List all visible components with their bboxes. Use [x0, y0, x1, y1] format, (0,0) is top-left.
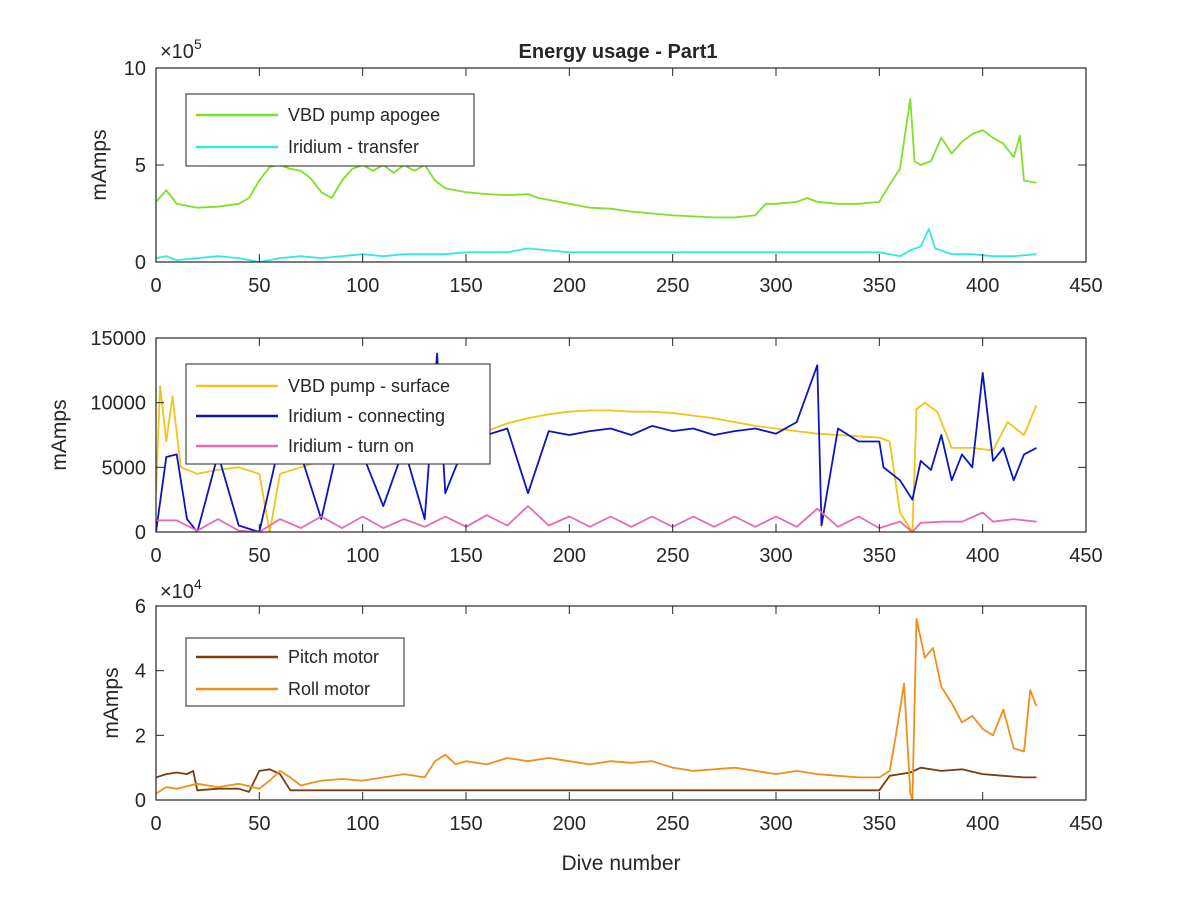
x-tick-label: 400	[966, 813, 999, 835]
x-tick-label: 100	[346, 545, 379, 567]
y-tick-label: 0	[135, 522, 146, 544]
x-tick-label: 200	[553, 813, 586, 835]
legend-entry: Iridium - turn on	[288, 436, 414, 456]
series-group	[156, 98, 1037, 262]
x-tick-label: 200	[553, 545, 586, 567]
x-tick-label: 250	[656, 813, 689, 835]
legend: Pitch motor Roll motor	[185, 637, 405, 707]
x-tick-label: 350	[863, 813, 896, 835]
x-tick-label: 50	[248, 545, 270, 567]
x-tick-label: 50	[248, 813, 270, 835]
y-axis-exponent: ×104	[160, 576, 202, 603]
x-tick-label: 350	[863, 545, 896, 567]
y-axis-label: mAmps	[48, 399, 71, 470]
subplot-2: 0 50 100 150 200 250 300 350 400 450 0 5000 10000 150…	[48, 328, 1103, 567]
series-line-1	[156, 385, 1038, 532]
series-group	[156, 618, 1038, 800]
y-tick-label: 5000	[102, 457, 147, 479]
x-tick-label: 250	[656, 545, 689, 567]
legend-entry: Roll motor	[288, 679, 370, 699]
y-tick-label: 2	[135, 725, 146, 747]
x-tick-label: 150	[449, 275, 482, 297]
y-tick-label: 0	[135, 252, 146, 274]
y-tick-label: 5	[135, 155, 146, 177]
x-tick-label: 250	[656, 275, 689, 297]
x-tick-label: 300	[759, 813, 792, 835]
axes-frame	[155, 605, 1087, 801]
series-line-3	[156, 505, 1037, 532]
series-line-2	[156, 618, 1038, 800]
legend-entry: VBD pump - surface	[288, 376, 450, 396]
y-axis-label: mAmps	[88, 129, 111, 200]
y-tick-label: 4	[135, 661, 146, 683]
legend-box	[185, 363, 491, 465]
x-tick-label: 0	[150, 545, 161, 567]
x-tick-label: 400	[966, 275, 999, 297]
legend-entry: Iridium - transfer	[288, 137, 419, 157]
x-tick-label: 150	[449, 545, 482, 567]
x-tick-label: 100	[346, 813, 379, 835]
legend: VBD pump - surface Iridium - connecting Ir…	[185, 363, 491, 465]
legend-entry: Iridium - connecting	[288, 406, 445, 426]
y-tick-label: 6	[135, 596, 146, 618]
x-tick-label: 200	[553, 275, 586, 297]
x-tick-label: 50	[248, 275, 270, 297]
series-line-1	[156, 98, 1037, 219]
x-tick-label: 0	[150, 813, 161, 835]
x-tick-label: 0	[150, 275, 161, 297]
legend: VBD pump apogee Iridium - transfer	[185, 93, 475, 167]
x-tick-label: 450	[1069, 275, 1102, 297]
x-tick-label: 450	[1069, 545, 1102, 567]
y-tick-label: 10000	[90, 393, 146, 415]
x-tick-label: 400	[966, 545, 999, 567]
x-tick-label: 100	[346, 275, 379, 297]
figure-title: Energy usage - Part1	[519, 41, 718, 63]
x-tick-label: 150	[449, 813, 482, 835]
x-tick-label: 350	[863, 275, 896, 297]
series-line-2	[156, 228, 1037, 262]
x-tick-label: 300	[759, 545, 792, 567]
x-tick-label: 450	[1069, 813, 1102, 835]
y-axis-exponent: ×105	[160, 36, 202, 63]
legend-entry: Pitch motor	[288, 647, 379, 667]
legend-box	[185, 93, 475, 167]
y-tick-label: 10	[124, 58, 146, 80]
series-line-1	[156, 766, 1037, 793]
y-tick-label: 0	[135, 790, 146, 812]
legend-box	[185, 637, 405, 707]
x-axis-label: Dive number	[561, 852, 680, 875]
legend-entry: VBD pump apogee	[288, 105, 440, 125]
y-tick-label: 15000	[90, 328, 146, 350]
y-axis-label: mAmps	[100, 667, 123, 738]
subplot-1: 0 50 100 150 200 250 300 350 400 450 0 5 10 mAmps ×105…	[88, 36, 1103, 297]
axes-frame	[155, 337, 1087, 533]
x-tick-label: 300	[759, 275, 792, 297]
subplot-3: 0 50 100 150 200 250 300 350 400 450 0 2 4 6 mAmps ×104…	[100, 576, 1103, 835]
